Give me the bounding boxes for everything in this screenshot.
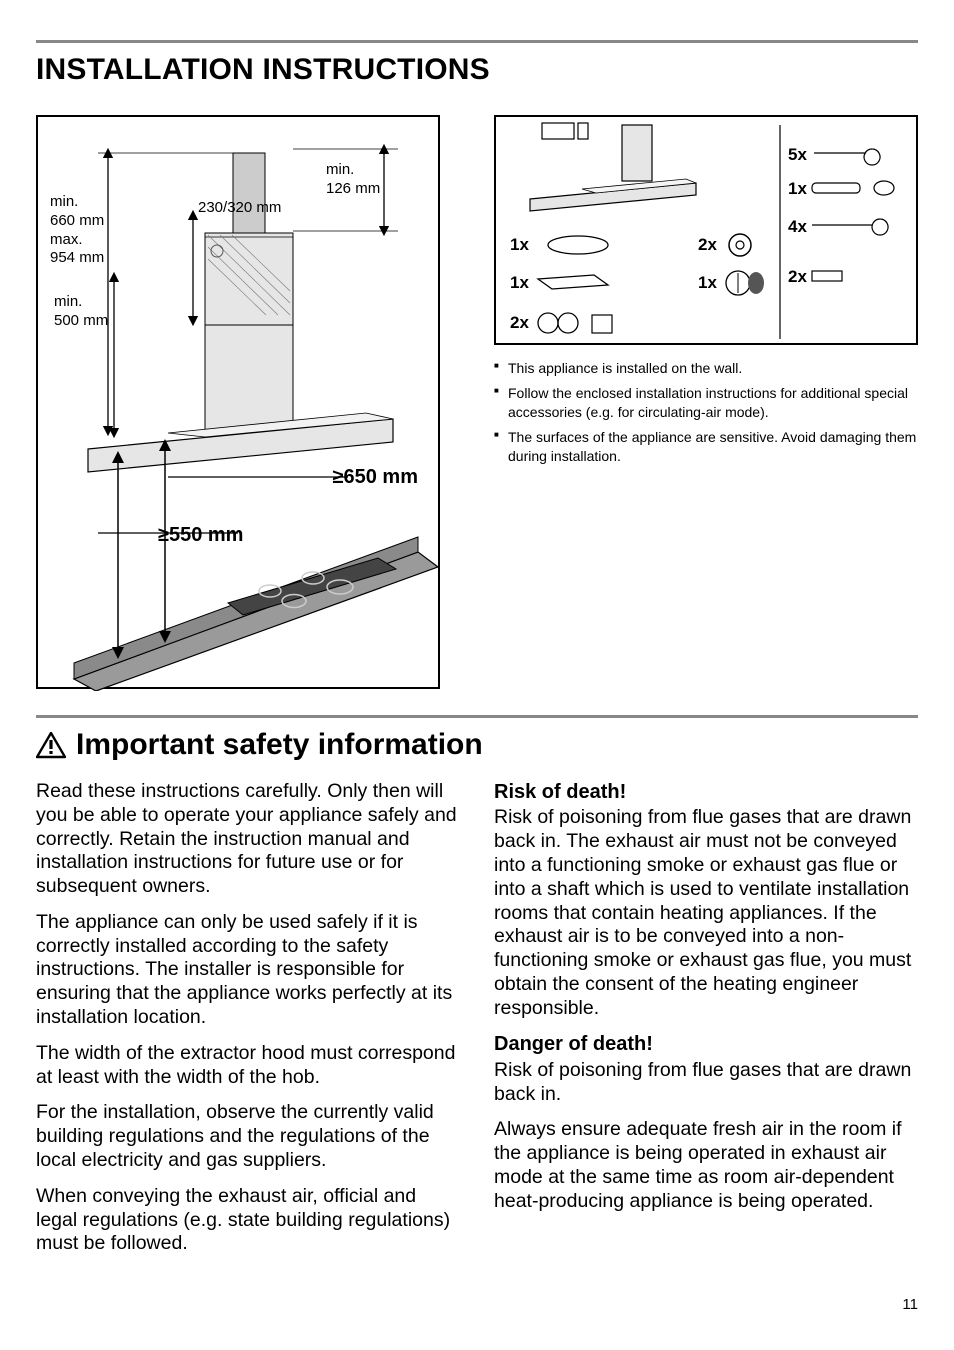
figures-row: min. 660 mm max. 954 mm 230/320 mm min. …: [36, 115, 918, 689]
qty-2x-c: 2x: [788, 267, 807, 287]
qty-4x: 4x: [788, 217, 807, 237]
mid-rule: [36, 715, 918, 718]
left-p4: For the installation, observe the curren…: [36, 1101, 460, 1172]
dim-650: ≥650 mm: [333, 465, 418, 490]
qty-2x-b: 2x: [698, 235, 717, 255]
qty-1x-d: 1x: [788, 179, 807, 199]
safety-heading: Important safety information: [36, 728, 918, 762]
right-h2: Danger of death!: [494, 1032, 918, 1056]
qty-1x-c: 1x: [698, 273, 717, 293]
left-p1: Read these instructions carefully. Only …: [36, 780, 460, 899]
safety-left-col: Read these instructions carefully. Only …: [36, 780, 460, 1268]
dim-min-500: min. 500 mm: [54, 293, 108, 331]
dim-230-320: 230/320 mm: [198, 199, 281, 218]
right-p3: Always ensure adequate fresh air in the …: [494, 1118, 918, 1213]
safety-right-col: Risk of death! Risk of poisoning from fl…: [494, 780, 918, 1268]
safety-title: Important safety information: [76, 728, 483, 762]
note-3: The surfaces of the appliance are sensit…: [494, 428, 918, 466]
dim-min-max: min. 660 mm max. 954 mm: [50, 193, 104, 268]
left-p5: When conveying the exhaust air, official…: [36, 1185, 460, 1256]
dim-min-126: min. 126 mm: [326, 161, 380, 199]
right-h1: Risk of death!: [494, 780, 918, 804]
right-p2: Risk of poisoning from flue gases that a…: [494, 1059, 918, 1107]
parts-diagram: 1x 1x 2x 2x 1x 5x 1x 4x 2x: [494, 115, 918, 345]
left-p3: The width of the extractor hood must cor…: [36, 1042, 460, 1090]
parts-diagram-svg: [496, 117, 920, 347]
page-number: 11: [36, 1296, 918, 1313]
top-rule: [36, 40, 918, 43]
note-1: This appliance is installed on the wall.: [494, 359, 918, 378]
install-notes: This appliance is installed on the wall.…: [494, 359, 918, 465]
page-title: INSTALLATION INSTRUCTIONS: [36, 53, 918, 87]
dimension-diagram: min. 660 mm max. 954 mm 230/320 mm min. …: [36, 115, 440, 689]
dim-550: ≥550 mm: [158, 523, 243, 548]
right-p1: Risk of poisoning from flue gases that a…: [494, 806, 918, 1020]
note-2: Follow the enclosed installation instruc…: [494, 384, 918, 422]
left-figure-col: min. 660 mm max. 954 mm 230/320 mm min. …: [36, 115, 460, 689]
right-figure-col: 1x 1x 2x 2x 1x 5x 1x 4x 2x This applianc…: [494, 115, 918, 689]
safety-body: Read these instructions carefully. Only …: [36, 780, 918, 1268]
qty-5x: 5x: [788, 145, 807, 165]
qty-2x-a: 2x: [510, 313, 529, 333]
qty-1x-b: 1x: [510, 273, 529, 293]
warning-icon: [36, 732, 66, 759]
left-p2: The appliance can only be used safely if…: [36, 911, 460, 1030]
qty-1x-a: 1x: [510, 235, 529, 255]
